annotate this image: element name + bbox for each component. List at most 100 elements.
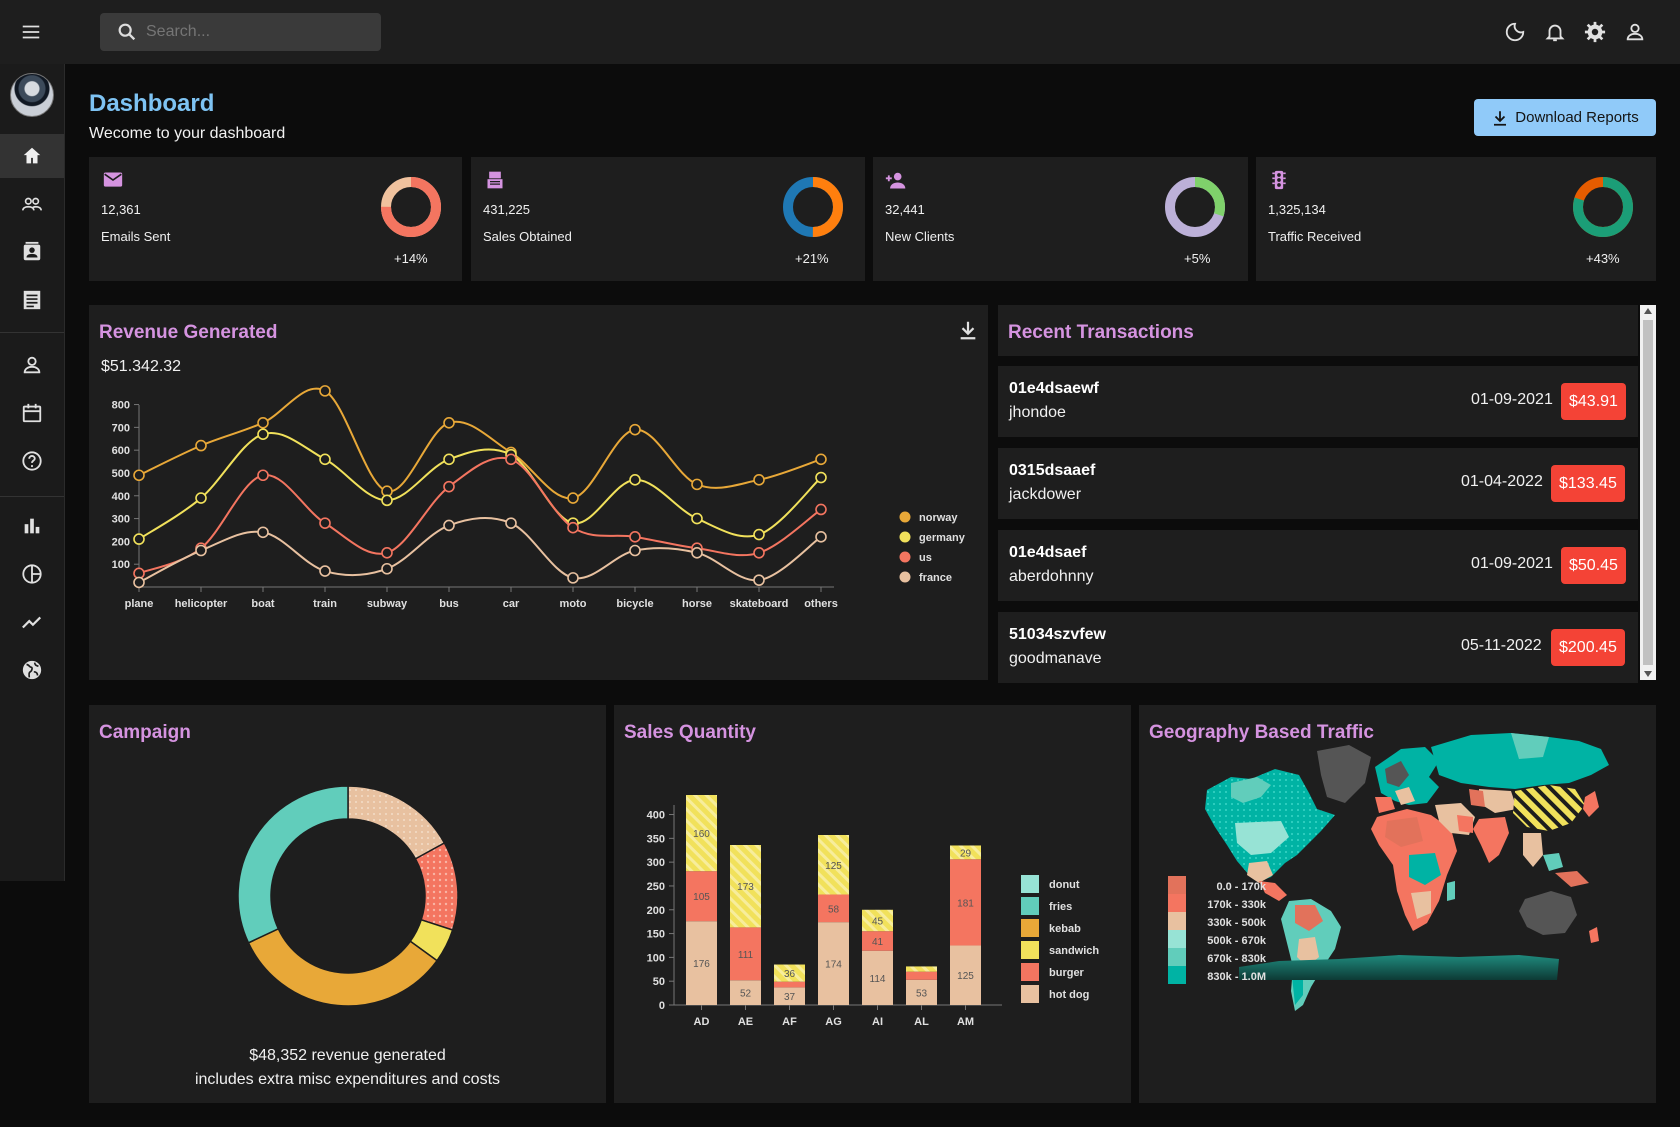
pie-slice (347, 785, 446, 860)
top-bar (0, 0, 1680, 64)
campaign-revenue-text: $48,352 revenue generated (249, 1047, 446, 1064)
bar-value-label: 53 (916, 988, 928, 999)
data-point (195, 544, 207, 557)
legend-label: 500k - 670k (1207, 935, 1267, 947)
transactions-scrollbar[interactable] (1640, 305, 1656, 680)
y-tick-label: 700 (112, 422, 130, 434)
data-point (629, 474, 641, 486)
bar-chart-icon[interactable] (0, 504, 64, 548)
bar-segment-sandwich (950, 845, 981, 860)
data-point (195, 439, 207, 452)
legend-swatch (1021, 919, 1039, 937)
bar-segment-burger (686, 871, 717, 922)
x-tick-label: bus (439, 598, 459, 610)
data-point (443, 480, 455, 493)
line-chart-icon[interactable] (0, 600, 64, 644)
revenue-amount: $51.342.32 (101, 358, 182, 375)
campaign-donut-chart (237, 785, 459, 1007)
bar-segment-sandwich (686, 795, 717, 872)
progress-circle (783, 177, 843, 237)
legend-label: norway (919, 512, 958, 524)
series-line-germany (138, 432, 822, 540)
bar-value-label: 105 (693, 892, 710, 903)
profile-icon[interactable] (0, 343, 64, 387)
bar-value-label: 52 (740, 989, 752, 1000)
bar-value-label: 37 (784, 992, 796, 1003)
stat-card-clients: 32,441 New Clients +5% (873, 157, 1248, 281)
bar-value-label: 111 (738, 950, 754, 961)
bar-segment-burger (818, 894, 849, 923)
data-point (567, 572, 579, 584)
data-point (691, 512, 703, 525)
download-icon[interactable] (957, 319, 979, 341)
bar-segment-sandwich (906, 966, 937, 972)
stat-card-emails: 12,361 Emails Sent +14% (89, 157, 462, 281)
bar-value-label: 174 (825, 960, 842, 971)
geography-card: Geography Based Traffic (1139, 705, 1656, 1103)
dark-mode-icon[interactable] (1497, 14, 1533, 50)
search-icon[interactable] (116, 21, 138, 43)
legend-swatch (899, 571, 911, 583)
calendar-icon[interactable] (0, 391, 64, 435)
page-title: Dashboard (89, 90, 215, 117)
stat-value: 431,225 (483, 202, 530, 217)
bar-segment-sandwich (774, 964, 805, 982)
invoices-icon[interactable] (0, 278, 64, 322)
transaction-row: 01e4dsaewf jhondoe 01-09-2021 $43.91 (998, 366, 1638, 437)
data-point (629, 423, 641, 436)
y-tick-label: 400 (112, 491, 130, 503)
line-chart: 100 200 300 400 500 600 700 800 plane helicopter b… (112, 385, 966, 610)
avatar[interactable] (10, 73, 54, 117)
contacts-icon[interactable] (0, 230, 64, 274)
data-point (815, 453, 827, 466)
stat-card-sales: 431,225 Sales Obtained +21% (471, 157, 865, 281)
settings-icon[interactable] (1577, 14, 1613, 50)
bar-value-label: 176 (693, 959, 710, 970)
download-reports-button[interactable]: Download Reports (1474, 99, 1656, 136)
faq-icon[interactable] (0, 439, 64, 483)
data-point (753, 474, 765, 486)
transaction-row: 01e4dsaef aberdohnny 01-09-2021 $50.45 (998, 530, 1638, 601)
data-point (567, 492, 579, 504)
notifications-icon[interactable] (1537, 14, 1573, 50)
data-point (381, 494, 393, 507)
legend-swatch (1168, 912, 1186, 930)
sales-title: Sales Quantity (624, 722, 756, 743)
y-tick-label: 350 (647, 833, 665, 845)
menu-icon[interactable] (13, 14, 49, 50)
person-icon[interactable] (1617, 14, 1653, 50)
geography-title: Geography Based Traffic (1149, 722, 1374, 743)
data-point (815, 531, 827, 543)
bar-value-label: 29 (960, 848, 972, 859)
y-tick-label: 250 (647, 881, 665, 893)
search-input[interactable] (144, 22, 368, 42)
x-tick-label: horse (682, 598, 712, 610)
y-tick-label: 150 (647, 929, 665, 941)
pie-chart-icon[interactable] (0, 552, 64, 596)
legend-label: 170k - 330k (1207, 899, 1267, 911)
legend-label: france (919, 572, 952, 584)
progress-circle (1165, 177, 1225, 237)
bar-segment-sandwich (818, 835, 849, 895)
y-tick-label: 500 (112, 468, 130, 480)
y-tick-label: 100 (112, 559, 130, 571)
legend-label: 330k - 500k (1207, 917, 1267, 929)
transaction-cost-badge: $133.45 (1551, 465, 1625, 502)
geography-legend: 0.0 - 170k 170k - 330k 330k - 500k 500k - 6… (1168, 876, 1267, 984)
bar-value-label: 36 (784, 969, 796, 980)
x-tick-label: AL (914, 1016, 929, 1028)
transaction-cost-badge: $200.45 (1551, 629, 1625, 666)
bar-value-label: 160 (693, 829, 710, 840)
transactions-title: Recent Transactions (1008, 322, 1194, 343)
data-point (319, 565, 331, 577)
scrollbar-thumb[interactable] (1643, 320, 1653, 665)
geography-icon[interactable] (0, 648, 64, 692)
y-tick-label: 200 (112, 536, 130, 548)
legend-swatch (1021, 985, 1039, 1003)
y-tick-label: 300 (647, 857, 665, 869)
legend-swatch (1168, 948, 1186, 966)
team-icon[interactable] (0, 182, 64, 226)
bar-segment-hot-dog (950, 945, 981, 1005)
home-icon[interactable] (0, 134, 64, 178)
data-point (381, 562, 393, 575)
